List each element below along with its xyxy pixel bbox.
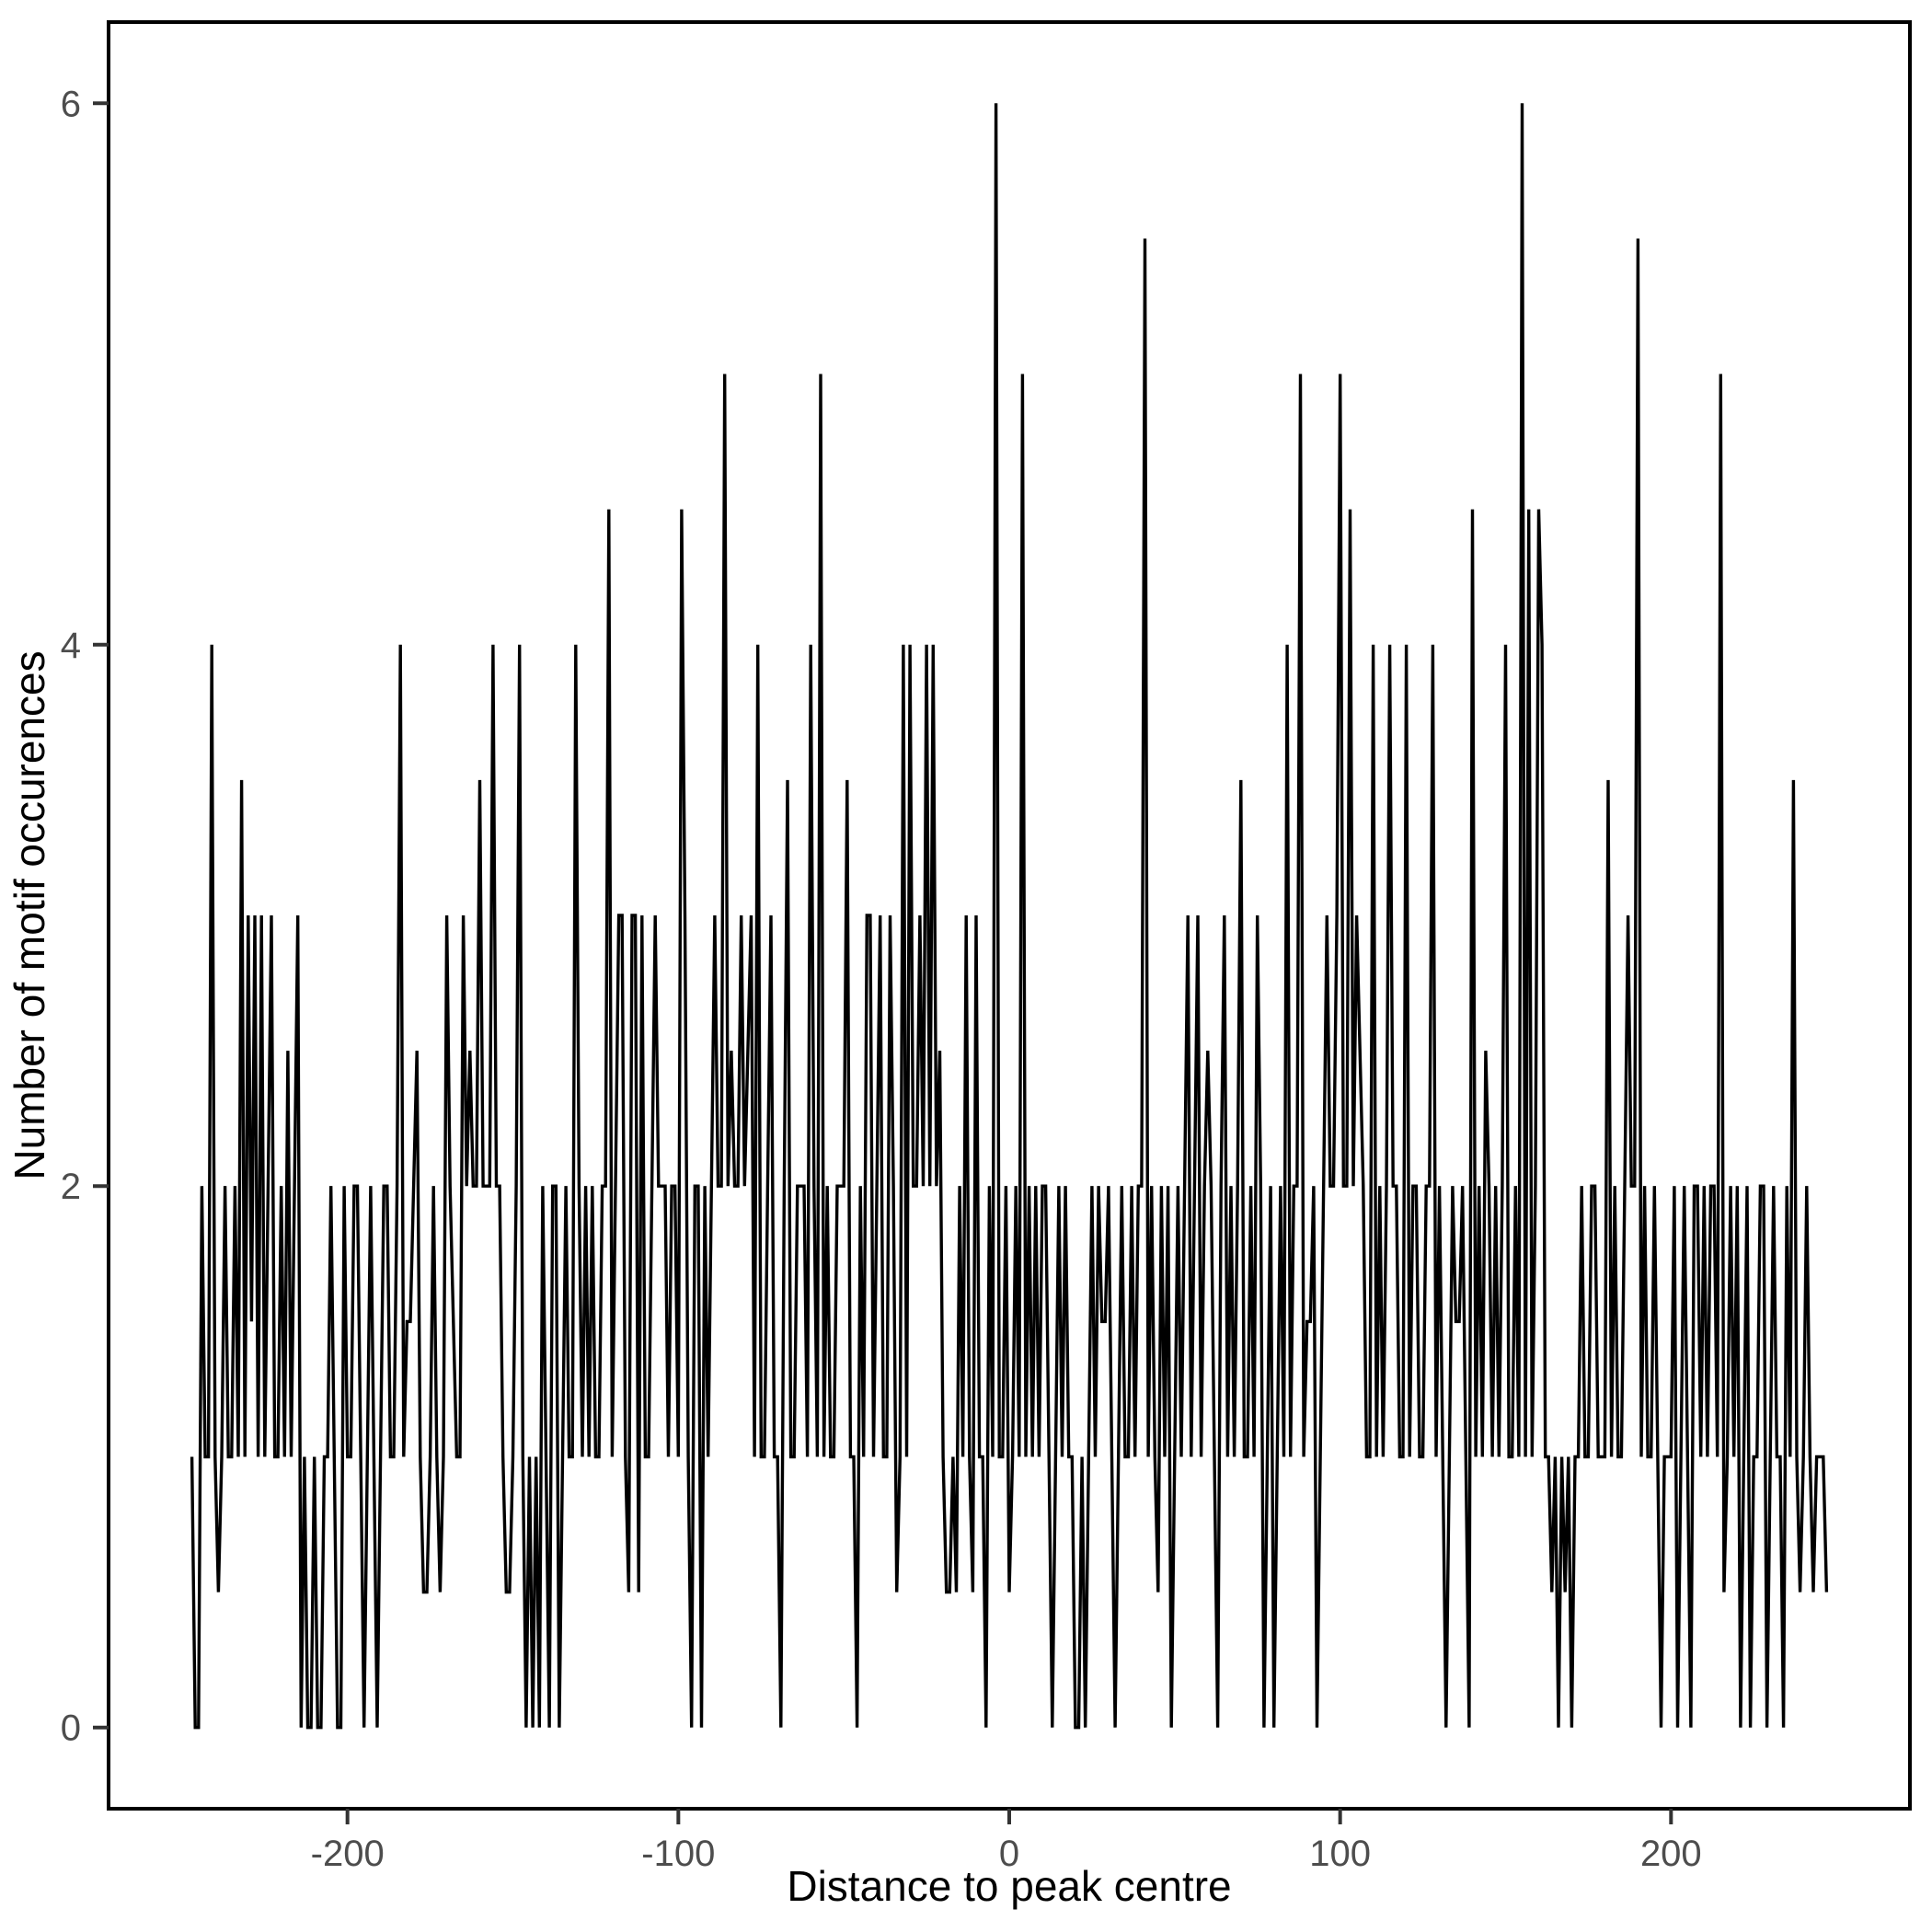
x-tick-label: 100 [1309, 1834, 1371, 1874]
x-tick-label: 200 [1640, 1834, 1702, 1874]
y-tick-label: 2 [61, 1167, 81, 1207]
y-axis-title: Number of motif occurences [6, 650, 53, 1179]
series-line [190, 103, 1829, 1730]
x-tick-label: -200 [311, 1834, 385, 1874]
y-tick-label: 4 [61, 626, 81, 666]
y-tick-label: 6 [61, 84, 81, 124]
x-tick-label: 0 [999, 1834, 1019, 1874]
y-axis-ticks: 0 2 4 6 [61, 84, 109, 1749]
x-tick-label: -100 [641, 1834, 715, 1874]
data-line [190, 103, 1829, 1730]
x-axis-title: Distance to peak centre [787, 1862, 1231, 1910]
y-tick-label: 0 [61, 1708, 81, 1749]
x-axis-ticks: -200 -100 0 100 200 [311, 1809, 1702, 1874]
